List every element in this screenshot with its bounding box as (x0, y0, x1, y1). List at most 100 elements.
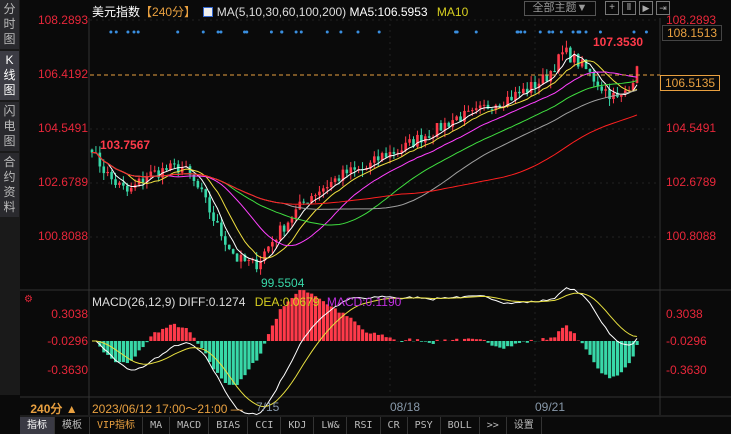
candle-body (282, 225, 286, 232)
macd-bar (623, 341, 627, 368)
candle-body (169, 163, 172, 170)
macd-bar (588, 341, 592, 355)
candle-body (439, 123, 443, 131)
candle-body (565, 47, 568, 53)
candle-body (106, 171, 109, 174)
macd-bar (208, 341, 212, 362)
macd-bar (204, 341, 208, 354)
candle-body (471, 110, 474, 112)
tab-more[interactable]: >> (480, 417, 507, 434)
candle-body (271, 242, 274, 247)
macd-bar (129, 341, 133, 361)
play-icon[interactable]: ▶ (639, 1, 653, 15)
macd-bar (604, 341, 608, 375)
macd-bar (494, 341, 498, 347)
sidebar-item-timeshare[interactable]: 分时图 (0, 0, 19, 49)
tab-cci[interactable]: CCI (248, 417, 282, 434)
tab-settings[interactable]: 设置 (507, 417, 542, 434)
macd-bar (223, 341, 228, 384)
candle-body (376, 156, 380, 161)
macd-bar (478, 339, 482, 341)
period-selector[interactable]: 240分 ▲ (30, 402, 78, 416)
macd-bar (549, 337, 553, 341)
zoom-range-icon[interactable]: Ⅱ (622, 1, 636, 15)
macd-bar (486, 341, 490, 343)
candle-body (596, 81, 600, 87)
candle-body (102, 166, 106, 174)
candle-body (510, 96, 513, 101)
candle-body (443, 122, 447, 131)
tab-templates[interactable]: 模板 (55, 417, 90, 434)
macd-bar (263, 341, 267, 344)
macd-value: MACD:0.1190 (326, 295, 402, 309)
candle-body (533, 82, 537, 88)
tab-macd[interactable]: MACD (170, 417, 210, 434)
candle-body (420, 134, 423, 143)
candle-body (90, 149, 94, 153)
candle-body (322, 188, 325, 192)
sidebar-item-flash[interactable]: 闪电图 (0, 102, 19, 151)
ma-icon[interactable] (203, 7, 214, 17)
signal-dot (571, 30, 575, 34)
macd-bar (427, 341, 431, 343)
macd-bar (490, 341, 494, 346)
tab-lw[interactable]: LW& (314, 417, 348, 434)
candle-body (494, 105, 498, 110)
ma10-label: MA10 (436, 5, 469, 19)
tab-kdj[interactable]: KDJ (281, 417, 315, 434)
tab-vip[interactable]: VIP指标 (90, 417, 144, 434)
macd-bar (596, 341, 600, 369)
macd-bar (482, 339, 486, 341)
tab-boll[interactable]: BOLL (441, 417, 480, 434)
tab-indicators[interactable]: 指标 (20, 417, 55, 434)
macd-bar (564, 325, 569, 341)
candle-body (459, 116, 462, 122)
macd-bar (294, 293, 298, 341)
signal-dot (219, 30, 223, 34)
macd-axis-label: -0.0296 (47, 334, 88, 348)
macd-bar (443, 339, 447, 341)
candle-body (345, 169, 349, 174)
candle-body (521, 88, 525, 94)
macd-bar (231, 341, 235, 385)
macd-bar (466, 338, 471, 341)
macd-bar (266, 334, 271, 341)
candle-body (216, 221, 219, 223)
tab-cr[interactable]: CR (381, 417, 408, 434)
tab-bias[interactable]: BIAS (209, 417, 249, 434)
candle-body (196, 180, 200, 188)
tab-ma[interactable]: MA (143, 417, 171, 434)
macd-bar (455, 338, 459, 341)
candle-body (576, 54, 580, 67)
chart-tool-icons: + Ⅱ ▶ ⇥ (605, 1, 670, 15)
scroll-end-icon[interactable]: ⇥ (656, 1, 670, 15)
sidebar-item-kline[interactable]: K线图 (0, 51, 19, 100)
tab-rsi[interactable]: RSI (347, 417, 381, 434)
macd-bar (619, 341, 624, 373)
macd-settings-icon[interactable]: ⚙ (24, 294, 33, 305)
signal-dot (216, 30, 220, 34)
macd-bar (372, 332, 377, 341)
candle-body (227, 244, 231, 250)
candle-body (310, 196, 313, 203)
candle-body (404, 142, 407, 151)
candle-body (384, 153, 388, 158)
candle-body (525, 88, 529, 93)
candle-body (274, 239, 278, 243)
macd-bar (137, 341, 141, 351)
candle-body (427, 136, 431, 138)
theme-dropdown[interactable]: 全部主题▼ (524, 1, 596, 16)
signal-dot (294, 30, 298, 34)
candle-body (165, 168, 168, 170)
macd-bar (557, 331, 561, 341)
macd-axis-label: -0.3630 (47, 363, 88, 377)
macd-bar (615, 341, 620, 376)
sidebar-item-contract[interactable]: 合约资料 (0, 153, 19, 217)
candle-body (514, 91, 517, 101)
crosshair-icon[interactable]: + (605, 1, 619, 15)
tab-psy[interactable]: PSY (408, 417, 441, 434)
macd-bar (517, 341, 522, 343)
candle-body (592, 71, 596, 82)
macd-bar (192, 337, 196, 341)
